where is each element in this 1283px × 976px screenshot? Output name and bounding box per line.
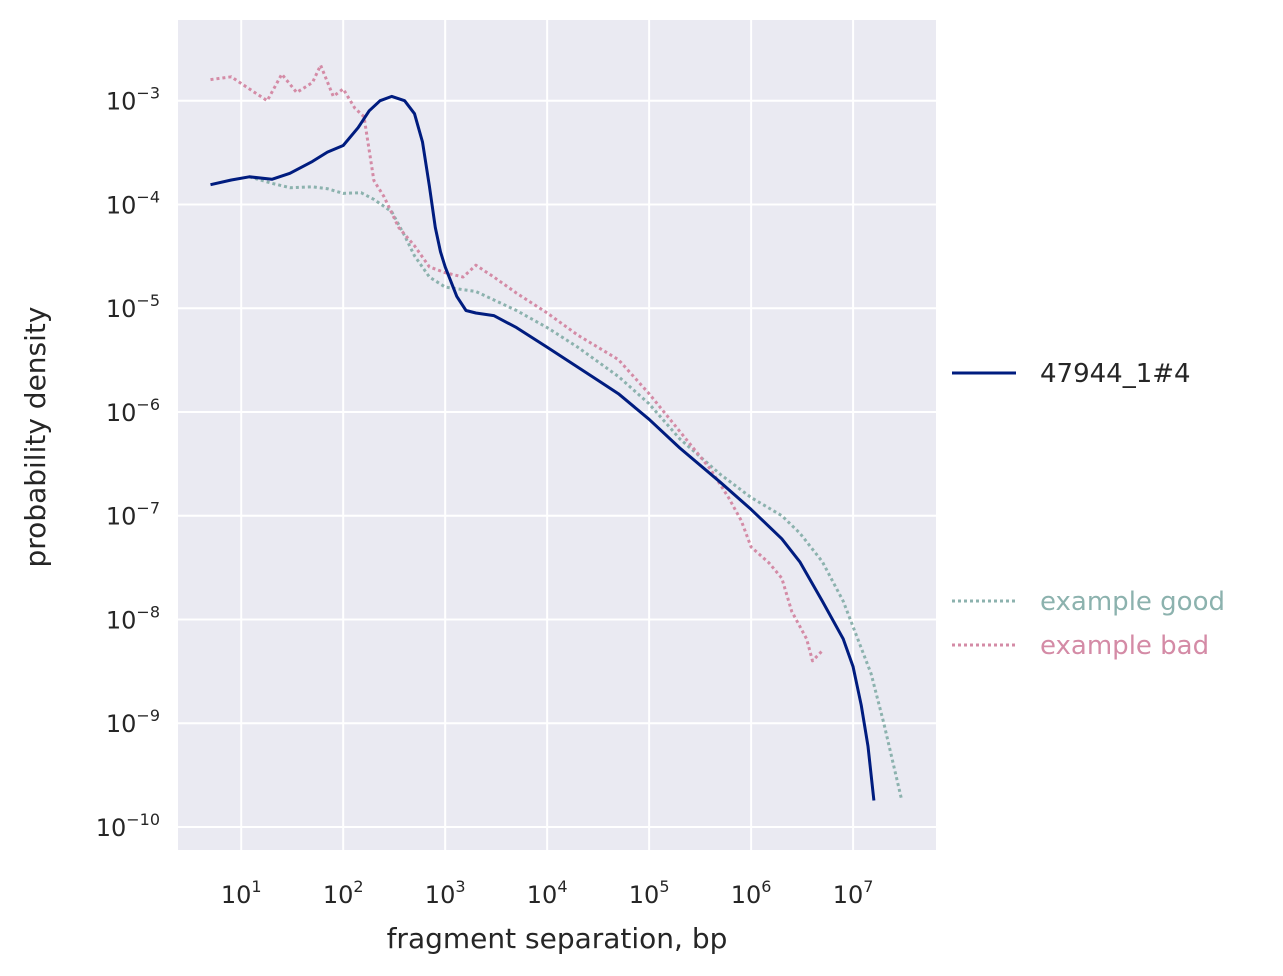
series-line-47944-1-4	[210, 94, 876, 801]
x-tick-base: 10	[425, 881, 456, 909]
y-tick-base: 10	[106, 399, 137, 427]
x-tick-base: 10	[629, 881, 660, 909]
y-tick-exponent: −6	[136, 395, 160, 414]
x-tick-base: 10	[221, 881, 252, 909]
y-tick-base: 10	[106, 606, 137, 634]
x-tick-base: 10	[527, 881, 558, 909]
x-tick-label: 107	[833, 877, 874, 909]
y-tick-label: 10−9	[106, 706, 160, 738]
x-tick-exponent: 1	[251, 877, 261, 896]
y-tick-labels: 10−310−410−510−610−710−810−910−10	[96, 84, 160, 842]
x-tick-base: 10	[323, 881, 354, 909]
x-tick-label: 106	[731, 877, 772, 909]
y-tick-label: 10−6	[106, 395, 160, 427]
x-tick-base: 10	[731, 881, 762, 909]
series-line-example-bad	[210, 63, 824, 663]
y-axis-title: probability density	[19, 307, 52, 568]
y-tick-exponent: −3	[136, 84, 160, 103]
y-tick-exponent: −7	[136, 499, 160, 518]
y-tick-label: 10−4	[106, 187, 160, 219]
y-tick-label: 10−5	[106, 291, 160, 323]
x-axis-title: fragment separation, bp	[387, 922, 728, 955]
x-tick-exponent: 5	[659, 877, 669, 896]
y-tick-label: 10−10	[96, 810, 160, 842]
y-tick-base: 10	[106, 710, 137, 738]
y-tick-label: 10−7	[106, 499, 160, 531]
x-tick-exponent: 3	[455, 877, 465, 896]
y-tick-exponent: −5	[136, 291, 160, 310]
y-tick-base: 10	[106, 295, 137, 323]
y-tick-exponent: −8	[136, 602, 160, 621]
y-tick-label: 10−8	[106, 602, 160, 634]
y-tick-base: 10	[96, 814, 127, 842]
y-tick-label: 10−3	[106, 84, 160, 116]
x-tick-exponent: 6	[761, 877, 771, 896]
x-tick-label: 104	[527, 877, 568, 909]
x-tick-label: 102	[323, 877, 364, 909]
x-tick-base: 10	[833, 881, 864, 909]
x-tick-exponent: 4	[557, 877, 567, 896]
x-tick-labels: 101 102 103 104 105 106 107	[221, 877, 874, 909]
y-tick-base: 10	[106, 88, 137, 116]
x-tick-label: 101	[221, 877, 262, 909]
legend-label-example-bad: example bad	[1040, 631, 1209, 661]
x-tick-label: 105	[629, 877, 670, 909]
series-line-example-good	[248, 175, 904, 801]
x-tick-exponent: 7	[863, 877, 873, 896]
legend-label-47944: 47944_1#4	[1040, 359, 1191, 389]
legend: 47944_1#4 example good example bad	[952, 359, 1225, 661]
y-tick-base: 10	[106, 191, 137, 219]
y-tick-exponent: −9	[136, 706, 160, 725]
x-tick-label: 103	[425, 877, 466, 909]
plot-background	[178, 20, 936, 850]
series-layer	[210, 63, 904, 801]
y-tick-base: 10	[106, 503, 137, 531]
y-tick-exponent: −4	[136, 187, 160, 206]
legend-label-example-good: example good	[1040, 587, 1225, 617]
grid	[178, 20, 936, 850]
y-tick-exponent: −10	[126, 810, 160, 829]
x-tick-exponent: 2	[353, 877, 363, 896]
